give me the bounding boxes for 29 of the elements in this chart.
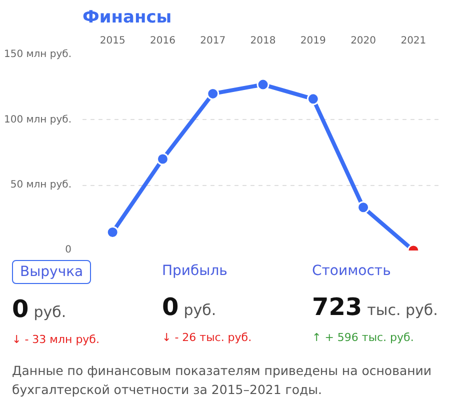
y-tick-label: 100 млн руб.: [4, 114, 72, 126]
x-tick-label: 2019: [300, 36, 326, 46]
y-tick-label: 150 млн руб.: [4, 49, 72, 60]
point: [106, 226, 119, 238]
point: [357, 201, 370, 214]
x-tick-label: 2015: [100, 36, 126, 46]
text: Стоимость: [312, 262, 391, 281]
x-tick-label: 2018: [250, 36, 276, 46]
text: руб.: [184, 301, 216, 319]
point: [306, 92, 320, 106]
text: Данные по финансовым показателям приведены на основании бухгалтерской отчетности за 2015–2021 годы.: [12, 362, 433, 399]
y-tick-label: 50 млн руб.: [10, 180, 72, 191]
x-tick-label: 2020: [350, 36, 376, 46]
chart-title: Финансы: [82, 8, 172, 28]
x-tick-label: 2017: [200, 36, 226, 46]
text: ↑ + 596 тыс. руб.: [312, 330, 415, 346]
point: [256, 78, 270, 91]
text: тыс. руб.: [367, 301, 438, 319]
x-tick-label: 2016: [150, 36, 176, 46]
text: ↓ - 26 тыс. руб.: [162, 330, 253, 346]
text: Выручка: [12, 260, 92, 284]
x-tick-label: 2021: [400, 36, 426, 46]
text: 723: [312, 293, 362, 321]
text: руб.: [34, 303, 66, 321]
y-tick-label: 0: [65, 244, 72, 256]
text: 0: [162, 293, 179, 321]
text: Прибыль: [162, 262, 228, 281]
point: [156, 152, 169, 166]
text: ↓ - 33 млн руб.: [12, 332, 100, 348]
